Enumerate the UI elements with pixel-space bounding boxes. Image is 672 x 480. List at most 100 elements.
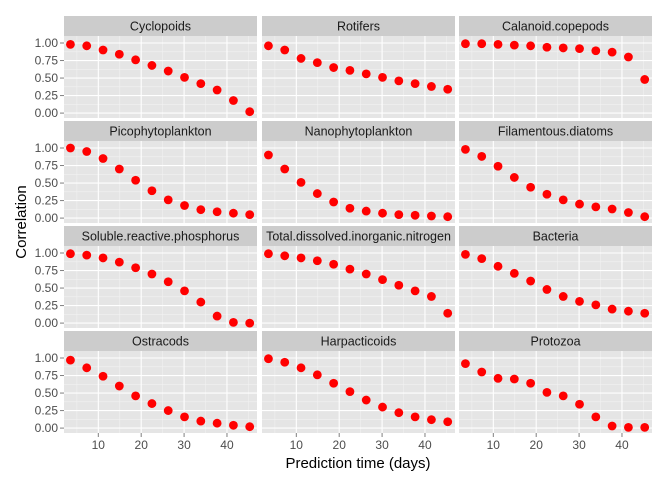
data-point-cyclopoids: [163, 66, 173, 76]
data-point-protozoa: [542, 387, 552, 397]
data-point-picophytoplankton: [212, 207, 222, 217]
data-point-nanophytoplankton: [264, 150, 273, 160]
data-point-nanophytoplankton: [410, 210, 420, 220]
facet-strip-cyclopoids: [64, 16, 257, 36]
x-tick-label: 10: [92, 438, 106, 452]
y-tick-label: 1.00: [35, 351, 59, 365]
data-point-total-dissolved-inorganic-nitrogen: [361, 269, 371, 279]
data-point-cyclopoids: [114, 49, 124, 59]
y-tick-label: 0.25: [35, 404, 59, 418]
data-point-soluble-reactive-phosphorus: [245, 318, 255, 328]
facet-panel-rotifers: [262, 36, 455, 118]
facet-panel-harpacticoids: [262, 351, 455, 433]
x-tick-label: 40: [615, 438, 629, 452]
data-point-soluble-reactive-phosphorus: [163, 277, 173, 287]
facet-title-ostracods: Ostracods: [132, 335, 189, 349]
facet-strip-rotifers: [262, 16, 455, 36]
data-point-calanoid-copepods: [526, 41, 536, 51]
y-tick-label: 0.00: [35, 316, 59, 330]
facet-title-protozoa: Protozoa: [530, 335, 580, 349]
data-point-ostracods: [229, 420, 238, 430]
data-point-nanophytoplankton: [312, 189, 322, 198]
data-point-ostracods: [180, 412, 189, 422]
data-point-harpacticoids: [427, 415, 436, 425]
data-point-nanophytoplankton: [361, 206, 371, 216]
data-point-nanophytoplankton: [378, 208, 387, 218]
y-tick-label: 0.75: [35, 54, 59, 68]
data-point-protozoa: [558, 391, 568, 401]
x-tick-label: 20: [530, 438, 544, 452]
data-point-rotifers: [443, 84, 453, 94]
y-tick-label: 0.00: [35, 211, 59, 225]
data-point-nanophytoplankton: [427, 211, 436, 221]
data-point-protozoa: [591, 412, 601, 422]
data-point-nanophytoplankton: [280, 164, 290, 174]
data-point-ostracods: [245, 422, 255, 432]
facet-strip-protozoa: [459, 331, 652, 351]
data-point-filamentous-diatoms: [558, 195, 568, 205]
data-point-nanophytoplankton: [345, 203, 355, 213]
data-point-rotifers: [427, 82, 436, 91]
data-point-nanophytoplankton: [329, 197, 339, 207]
data-point-bacteria: [624, 306, 633, 316]
data-point-calanoid-copepods: [624, 52, 633, 62]
data-point-nanophytoplankton: [443, 212, 453, 222]
x-tick-label: 40: [418, 438, 432, 452]
data-point-soluble-reactive-phosphorus: [114, 257, 124, 267]
data-point-calanoid-copepods: [558, 43, 568, 53]
data-point-harpacticoids: [312, 370, 322, 380]
data-point-rotifers: [296, 54, 306, 63]
data-point-cyclopoids: [66, 40, 75, 49]
data-point-filamentous-diatoms: [624, 208, 633, 217]
facet-strip-ostracods: [64, 331, 257, 351]
facet-panel-total-dissolved-inorganic-nitrogen: [262, 246, 455, 328]
data-point-ostracods: [147, 399, 157, 408]
data-point-cyclopoids: [147, 61, 157, 70]
data-point-harpacticoids: [361, 395, 371, 405]
data-point-harpacticoids: [410, 412, 420, 422]
data-point-rotifers: [394, 76, 404, 86]
y-tick-label: 0.50: [35, 386, 59, 400]
y-tick-label: 1.00: [35, 246, 59, 260]
data-point-harpacticoids: [394, 408, 404, 418]
data-point-bacteria: [607, 304, 617, 314]
data-point-protozoa: [624, 422, 633, 432]
data-point-cyclopoids: [98, 45, 108, 55]
y-tick-label: 0.50: [35, 71, 59, 85]
data-point-bacteria: [591, 300, 601, 310]
data-point-ostracods: [82, 363, 92, 373]
data-point-harpacticoids: [296, 363, 306, 373]
data-point-cyclopoids: [245, 107, 255, 117]
data-point-soluble-reactive-phosphorus: [229, 317, 238, 327]
facet-strip-filamentous-diatoms: [459, 121, 652, 141]
data-point-filamentous-diatoms: [526, 182, 536, 192]
data-point-filamentous-diatoms: [640, 212, 650, 222]
facet-panel-filamentous-diatoms: [459, 141, 652, 223]
data-point-rotifers: [361, 69, 371, 79]
data-point-calanoid-copepods: [461, 39, 470, 49]
facet-title-cyclopoids: Cyclopoids: [130, 20, 191, 34]
facet-panel-picophytoplankton: [64, 141, 257, 223]
data-point-soluble-reactive-phosphorus: [147, 269, 157, 279]
data-point-bacteria: [493, 261, 503, 271]
y-tick-label: 0.25: [35, 194, 59, 208]
data-point-ostracods: [114, 381, 124, 391]
x-tick-label: 20: [333, 438, 347, 452]
data-point-cyclopoids: [229, 96, 238, 105]
data-point-picophytoplankton: [147, 186, 157, 196]
data-point-bacteria: [509, 268, 519, 278]
y-tick-label: 0.25: [35, 89, 59, 103]
data-point-harpacticoids: [264, 354, 273, 364]
facet-strip-picophytoplankton: [64, 121, 257, 141]
data-point-filamentous-diatoms: [461, 145, 470, 154]
data-point-calanoid-copepods: [575, 44, 584, 54]
facet-title-picophytoplankton: Picophytoplankton: [109, 125, 211, 139]
facet-title-nanophytoplankton: Nanophytoplankton: [305, 125, 413, 139]
data-point-rotifers: [312, 58, 322, 68]
data-point-ostracods: [212, 418, 222, 428]
data-point-rotifers: [280, 45, 290, 55]
x-tick-label: 40: [220, 438, 234, 452]
facet-panel-nanophytoplankton: [262, 141, 455, 223]
x-tick-label: 20: [135, 438, 149, 452]
